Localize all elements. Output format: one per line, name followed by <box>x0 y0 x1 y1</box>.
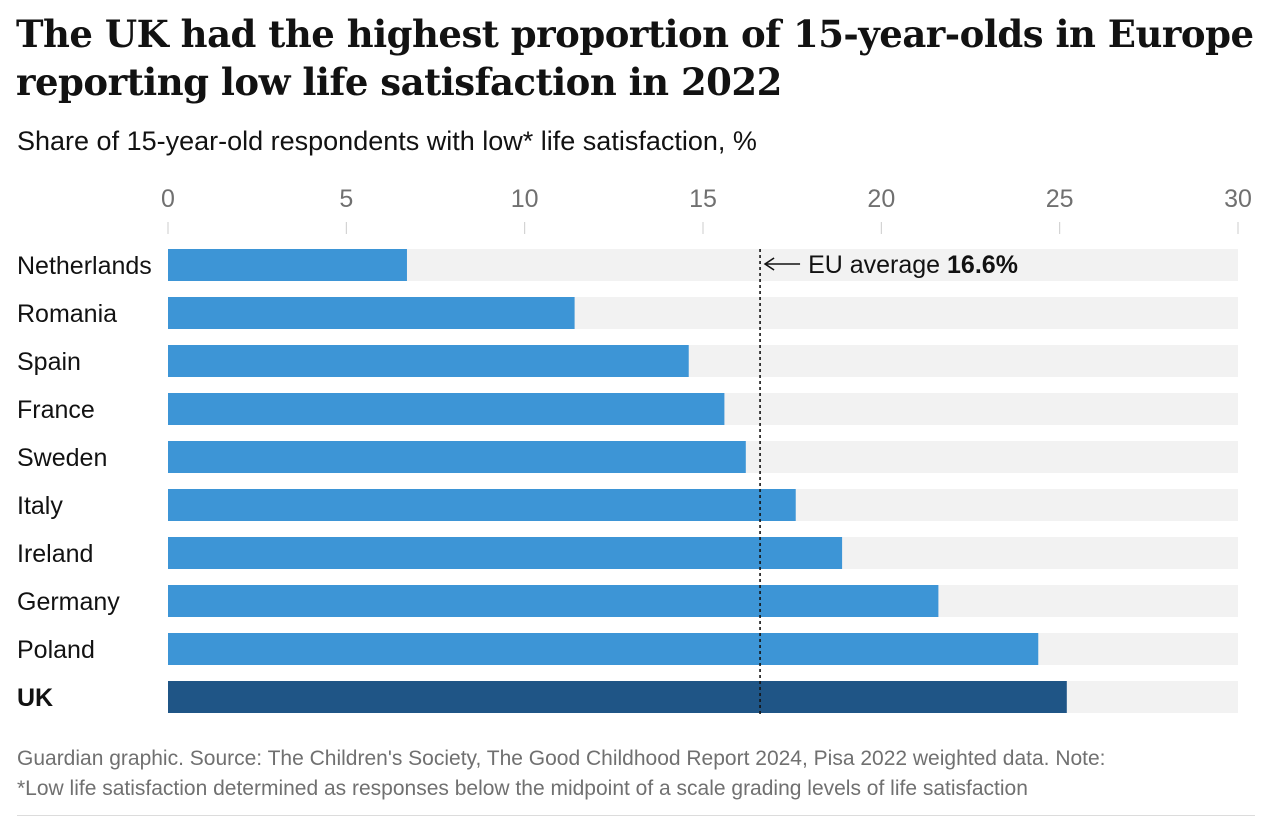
eu-average-label-prefix: EU average <box>808 251 947 279</box>
category-label: Romania <box>17 300 117 328</box>
bottom-divider <box>17 815 1255 816</box>
eu-average-label: EU average 16.6% <box>808 251 1018 279</box>
bar <box>168 537 843 569</box>
bar <box>168 345 689 377</box>
category-label: Italy <box>17 492 63 520</box>
footer-source-line: Guardian graphic. Source: The Children's… <box>17 747 1106 770</box>
category-label: Ireland <box>17 540 93 568</box>
category-label: Poland <box>17 636 95 664</box>
footer-note-line: *Low life satisfaction determined as res… <box>17 777 1028 800</box>
bar <box>168 441 746 473</box>
eu-average-label-value: 16.6% <box>947 251 1018 279</box>
annotation-arrow-head <box>763 257 775 271</box>
category-label: Netherlands <box>17 252 152 280</box>
chart-title: The UK had the highest proportion of 15-… <box>16 12 1254 104</box>
category-label: Sweden <box>17 444 107 472</box>
bar <box>168 633 1039 665</box>
x-tick-label: 10 <box>511 185 539 213</box>
x-tick-label: 20 <box>867 185 895 213</box>
x-tick-label: 5 <box>339 185 353 213</box>
x-tick-label: 15 <box>689 185 717 213</box>
bar <box>168 585 939 617</box>
category-label: UK <box>17 684 53 712</box>
bar <box>168 393 725 425</box>
chart-subtitle: Share of 15-year-old respondents with lo… <box>17 126 757 156</box>
bar <box>168 489 796 521</box>
bar <box>168 297 575 329</box>
bar <box>168 249 407 281</box>
category-label: France <box>17 396 95 424</box>
bar <box>168 681 1067 713</box>
footer-note: Guardian graphic. Source: The Children's… <box>17 744 1267 804</box>
x-tick-label: 30 <box>1224 185 1252 213</box>
category-label: Spain <box>17 348 81 376</box>
x-tick-label: 0 <box>161 185 175 213</box>
x-tick-label: 25 <box>1046 185 1074 213</box>
category-label: Germany <box>17 588 120 616</box>
bar-chart: 0 5 10 15 20 25 30 Netherlands Romania Spain Franc… <box>17 185 1252 715</box>
